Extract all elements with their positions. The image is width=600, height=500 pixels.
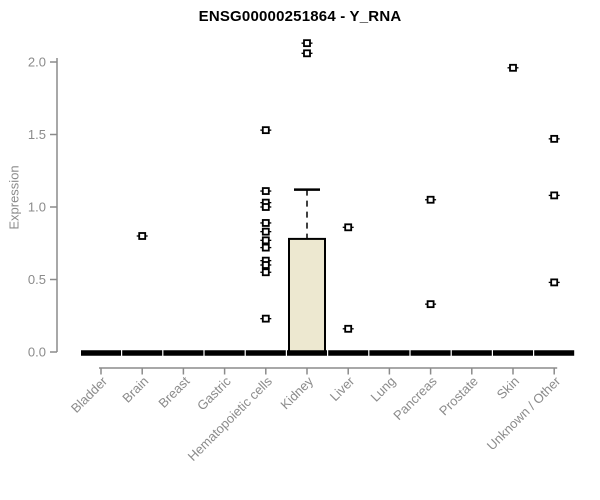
x-tick-label: Breast — [155, 373, 192, 410]
median-bar — [204, 350, 245, 356]
x-tick-label: Bladder — [68, 373, 111, 416]
chart-title: ENSG00000251864 - Y_RNA — [198, 8, 402, 25]
outlier-marker — [138, 232, 147, 240]
median-bar — [122, 350, 163, 356]
outlier-marker — [261, 236, 270, 245]
outlier-marker — [550, 278, 559, 287]
outlier-marker — [344, 223, 353, 232]
outlier-marker — [261, 126, 270, 135]
median-bar — [493, 350, 533, 356]
outlier-marker — [509, 63, 517, 72]
x-tick-label: Liver — [327, 373, 358, 404]
median-bar — [534, 350, 575, 356]
box-body-kidney — [288, 237, 326, 354]
x-tick-label: Brain — [119, 374, 151, 406]
outlier-marker — [261, 268, 270, 277]
outlier-marker — [550, 191, 559, 200]
outlier-marker — [303, 39, 311, 48]
outlier-marker — [261, 314, 270, 323]
outlier-marker — [261, 243, 270, 252]
x-tick-label: Gastric — [194, 373, 234, 413]
outlier-marker — [261, 187, 270, 195]
median-bar — [245, 350, 286, 356]
y-tick-label: 0.0 — [28, 345, 46, 360]
y-tick-label: 1.5 — [28, 127, 46, 142]
x-tick-label: Prostate — [436, 374, 481, 419]
outlier-marker — [261, 203, 270, 211]
median-bar — [163, 350, 204, 356]
x-tick-label: Skin — [494, 374, 522, 402]
x-tick-label: Unknown / Other — [484, 373, 564, 453]
outlier-marker — [344, 324, 353, 333]
outlier-marker — [426, 195, 435, 204]
median-bar — [81, 350, 121, 356]
outlier-marker — [303, 49, 311, 58]
outlier-marker — [426, 300, 435, 309]
x-tick-label: Lung — [367, 374, 398, 405]
outlier-marker — [261, 261, 270, 269]
x-tick-label: Pancreas — [390, 373, 440, 423]
outlier-marker — [550, 134, 559, 143]
y-tick-label: 0.5 — [28, 272, 46, 287]
median-bar — [451, 350, 492, 356]
median-bar — [287, 350, 327, 356]
median-bar — [369, 350, 410, 356]
outlier-marker — [261, 227, 270, 236]
median-bar — [328, 350, 369, 356]
y-tick-label: 1.0 — [28, 200, 46, 215]
x-tick-label: Kidney — [277, 373, 316, 412]
y-tick-label: 2.0 — [28, 55, 46, 70]
outlier-marker — [261, 219, 270, 227]
median-bar — [410, 350, 451, 356]
